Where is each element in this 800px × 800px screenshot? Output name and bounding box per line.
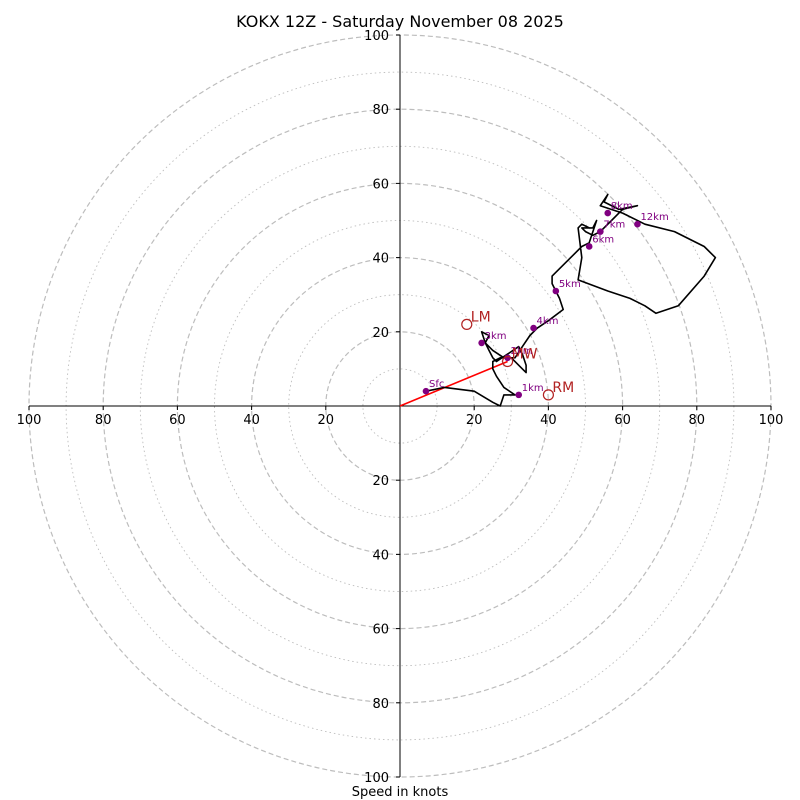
height-marker-dot [585,243,593,250]
y-tick-label: 100 [364,29,389,44]
height-marker-label: 5km [559,279,581,290]
y-tick-label: 60 [372,177,389,192]
height-marker-dot [604,209,612,217]
y-tick-label: 80 [372,103,389,118]
x-tick-label: 40 [243,413,260,428]
height-marker-label: 6km [592,234,614,245]
height-marker-dot [597,228,604,235]
height-marker-dot [530,324,537,332]
y-tick-label: 100 [364,771,389,786]
chart-title: KOKX 12Z - Saturday November 08 2025 [236,12,564,31]
x-tick-label: 60 [169,413,186,428]
height-marker-dot [478,339,485,347]
height-marker-label: 2km [511,346,533,357]
hodograph-line [425,193,717,407]
y-tick-label: 40 [372,548,389,563]
motion-marker-circle [461,318,473,330]
x-axis-label: Speed in knots [352,785,449,800]
storm-motion-vector [399,360,508,407]
x-tick-label: 80 [689,413,706,428]
height-marker-dot [504,354,511,362]
mean-wind-vector-line [399,360,508,407]
height-marker-dot [515,391,523,399]
height-marker-label: 7km [603,220,625,231]
y-tick-label: 40 [372,252,389,267]
height-marker-label: 1km [522,383,544,394]
y-tick-label: 60 [372,623,389,638]
x-tick-label: 60 [614,413,631,428]
height-marker-label: 12km [640,212,668,223]
y-tick-label: 20 [372,474,389,489]
height-marker-label: 8km [611,201,633,212]
x-tick-label: 100 [759,413,784,428]
height-marker-label: 4km [537,316,559,327]
motion-marker-circle [542,389,555,401]
motion-marker-label: LM [471,309,491,325]
x-tick-label: 20 [318,413,335,428]
x-tick-label: 80 [95,413,112,428]
x-tick-label: 40 [540,413,557,428]
hodograph-trace [425,193,717,407]
motion-marker-circle [501,355,514,368]
height-marker-dot [552,287,560,295]
motion-marker-label: MW [512,346,538,362]
x-tick-label: 20 [466,413,483,428]
motion-marker-label: RM [552,380,574,396]
y-tick-label: 20 [372,326,389,341]
height-marker-label: 3km [485,331,507,342]
x-tick-label: 100 [17,413,42,428]
y-tick-label: 80 [372,697,389,712]
height-markers: Sfc 1km 2km 3km 4km 5km 6km 7km 8km 12km [422,201,669,399]
height-marker-dot [422,387,430,395]
height-marker-label: Sfc [429,379,444,390]
tick-labels: 100 80 60 40 20 20 40 60 80 100 100 80 60 40 20 20 40 60 8… [17,29,784,786]
height-marker-dot [634,220,641,228]
motion-markers: LM RM MW [461,309,574,401]
